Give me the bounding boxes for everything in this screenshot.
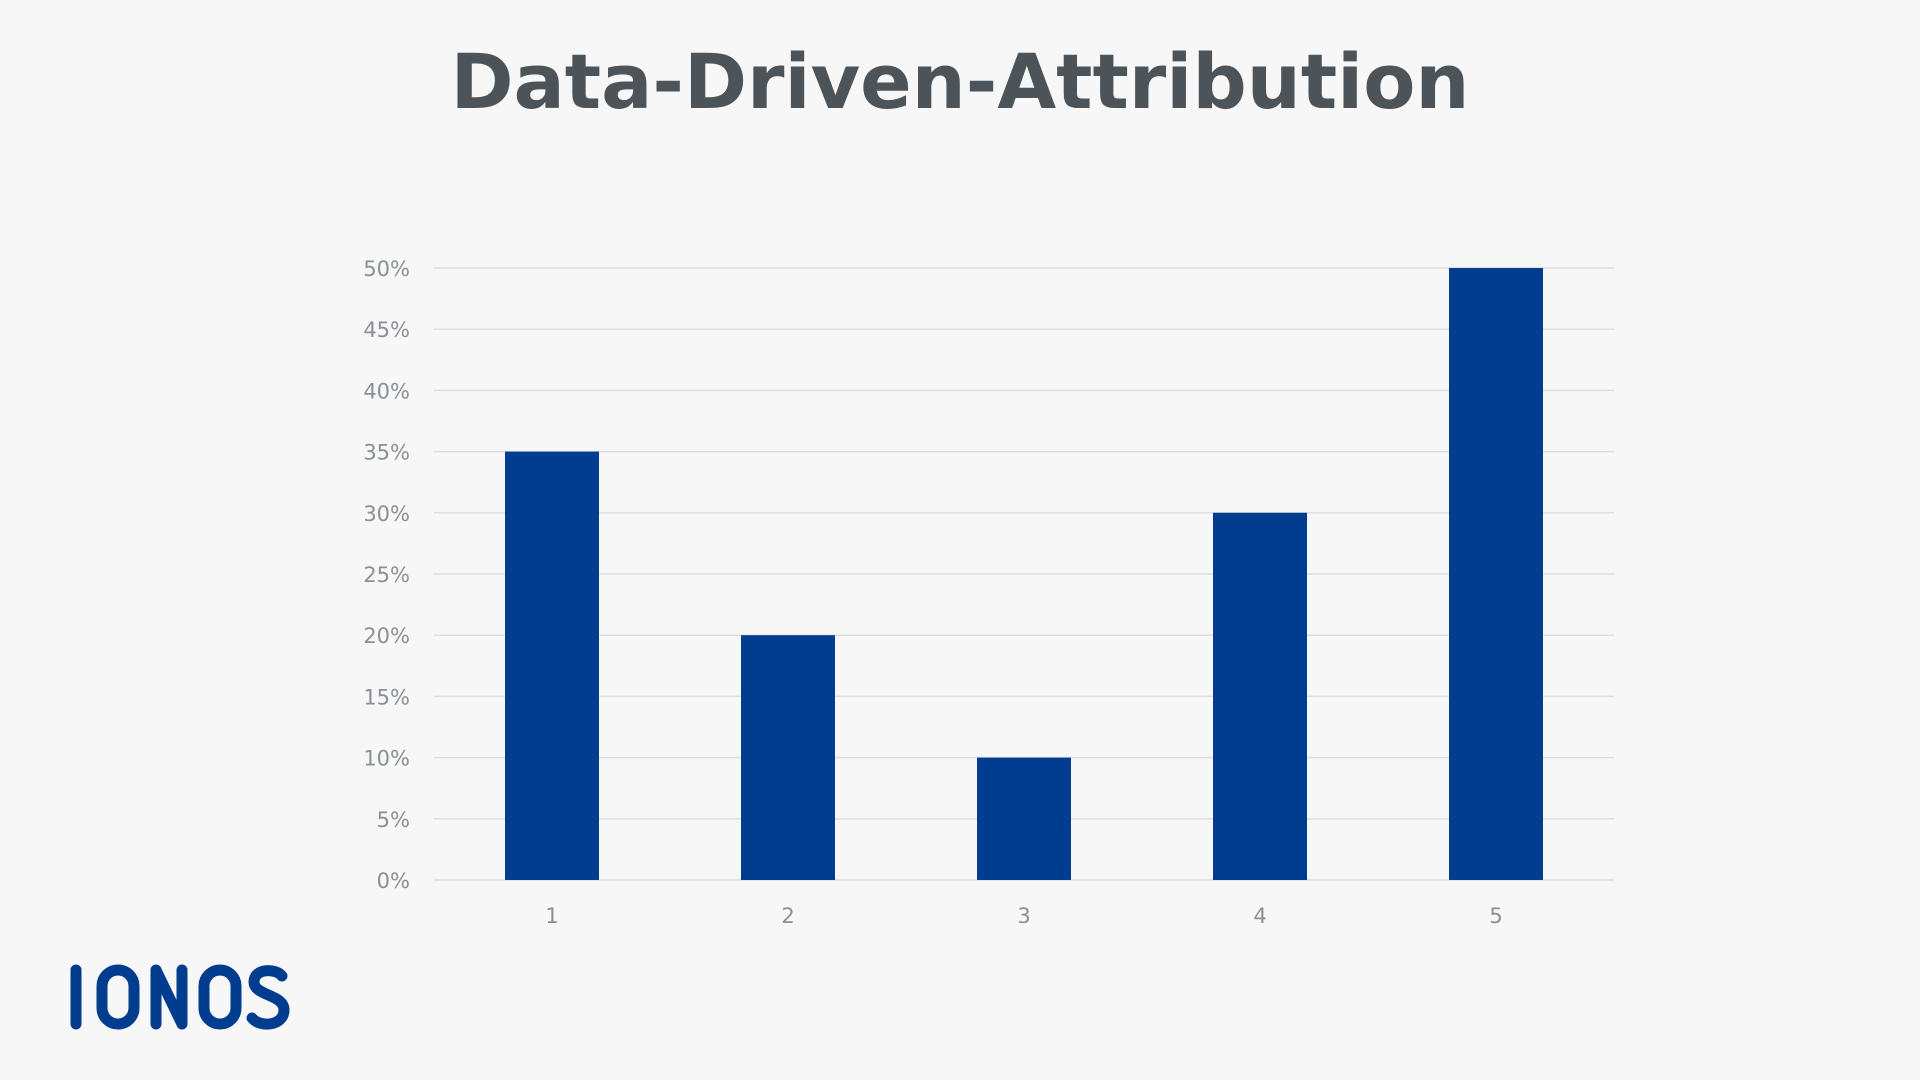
x-tick-label: 4 <box>1253 904 1266 928</box>
bar <box>977 757 1071 880</box>
x-axis-tick-labels: 1 2 3 4 5 <box>545 904 1502 928</box>
y-tick-label: 45% <box>363 318 410 342</box>
y-tick-label: 20% <box>363 624 410 648</box>
x-tick-label: 5 <box>1489 904 1502 928</box>
y-axis-tick-labels: 0% 5% 10% 15% 20% 25% 30% 35% 40% 45% 50% <box>363 257 410 893</box>
x-tick-label: 3 <box>1017 904 1030 928</box>
y-tick-label: 5% <box>377 808 410 832</box>
ionos-logo <box>70 964 290 1030</box>
bar <box>505 451 599 880</box>
x-tick-label: 1 <box>545 904 558 928</box>
y-tick-label: 15% <box>363 685 410 709</box>
y-tick-label: 0% <box>377 869 410 893</box>
y-tick-label: 10% <box>363 747 410 771</box>
bar <box>1213 512 1307 880</box>
y-tick-label: 40% <box>363 379 410 403</box>
bar <box>741 635 835 880</box>
bar <box>1449 268 1543 880</box>
y-tick-label: 30% <box>363 502 410 526</box>
x-tick-label: 2 <box>781 904 794 928</box>
y-tick-label: 50% <box>363 257 410 281</box>
chart-title: Data-Driven-Attribution <box>450 37 1470 126</box>
y-tick-label: 25% <box>363 563 410 587</box>
bars <box>505 268 1543 880</box>
y-tick-label: 35% <box>363 441 410 465</box>
